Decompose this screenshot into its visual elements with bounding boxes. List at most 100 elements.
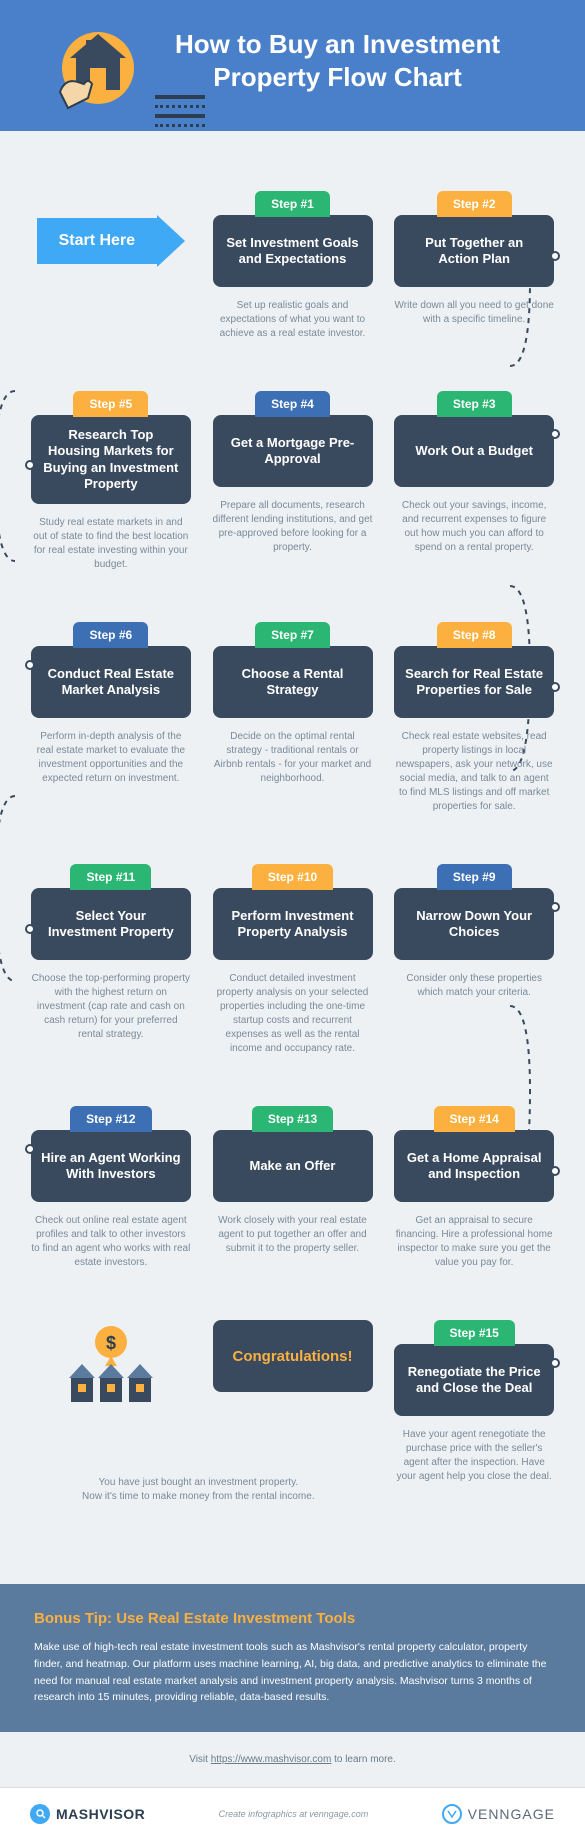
step-card: Perform Investment Property Analysis bbox=[213, 888, 373, 960]
step-tab: Step #9 bbox=[437, 864, 512, 890]
step-title: Conduct Real Estate Market Analysis bbox=[41, 666, 181, 699]
houses-dollar-icon: $ bbox=[61, 1320, 161, 1410]
header: How to Buy an Investment Property Flow C… bbox=[0, 0, 585, 131]
step-tab: Step #3 bbox=[437, 391, 512, 417]
step-7: Step #7 Choose a Rental Strategy Decide … bbox=[212, 622, 374, 814]
step-title: Search for Real Estate Properties for Sa… bbox=[404, 666, 544, 699]
step-card: Set Investment Goals and Expectations bbox=[213, 215, 373, 287]
step-desc: Check real estate websites, read propert… bbox=[394, 730, 554, 814]
step-title: Renegotiate the Price and Close the Deal bbox=[404, 1364, 544, 1397]
visit-link[interactable]: https://www.mashvisor.com bbox=[211, 1754, 332, 1765]
step-1: Step #1 Set Investment Goals and Expecta… bbox=[212, 191, 374, 341]
congrats-card: Congratulations! bbox=[213, 1320, 373, 1392]
step-14: Step #14 Get a Home Appraisal and Inspec… bbox=[393, 1106, 555, 1270]
step-title: Get a Home Appraisal and Inspection bbox=[404, 1150, 544, 1183]
congrats-desc: You have just bought an investment prope… bbox=[30, 1476, 367, 1504]
step-13: Step #13 Make an Offer Work closely with… bbox=[212, 1106, 374, 1270]
header-decor-bars bbox=[155, 95, 205, 127]
row-1: Start Here Step #1 Set Investment Goals … bbox=[30, 191, 555, 341]
step-desc: Check out your savings, income, and recu… bbox=[394, 499, 554, 555]
step-card: Renegotiate the Price and Close the Deal bbox=[394, 1344, 554, 1416]
step-desc: Work closely with your real estate agent… bbox=[213, 1214, 373, 1256]
step-desc: Get an appraisal to secure financing. Hi… bbox=[394, 1214, 554, 1270]
brand-right-label: VENNGAGE bbox=[468, 1806, 555, 1822]
step-desc: Perform in-depth analysis of the real es… bbox=[31, 730, 191, 786]
step-card: Make an Offer bbox=[213, 1130, 373, 1202]
footer: MASHVISOR Create infographics at venngag… bbox=[0, 1787, 585, 1840]
step-desc: Check out online real estate agent profi… bbox=[31, 1214, 191, 1270]
step-11: Step #11 Select Your Investment Property… bbox=[30, 864, 192, 1056]
page: How to Buy an Investment Property Flow C… bbox=[0, 0, 585, 1840]
congrats-cell: Congratulations! bbox=[212, 1320, 374, 1484]
brand-venngage: VENNGAGE bbox=[442, 1804, 555, 1824]
step-tab: Step #15 bbox=[434, 1320, 515, 1346]
step-card: Choose a Rental Strategy bbox=[213, 646, 373, 718]
row-congrats-desc: You have just bought an investment prope… bbox=[30, 1464, 555, 1504]
step-title: Work Out a Budget bbox=[415, 443, 532, 459]
row-2: Step #5 Research Top Housing Markets for… bbox=[30, 391, 555, 572]
step-10: Step #10 Perform Investment Property Ana… bbox=[212, 864, 374, 1056]
step-2: Step #2 Put Together an Action Plan Writ… bbox=[393, 191, 555, 341]
step-tab: Step #5 bbox=[73, 391, 148, 417]
brand-left-label: MASHVISOR bbox=[56, 1806, 145, 1822]
row-3: Step #6 Conduct Real Estate Market Analy… bbox=[30, 622, 555, 814]
step-tab: Step #2 bbox=[437, 191, 512, 217]
step-card: Hire an Agent Working With Investors bbox=[31, 1130, 191, 1202]
step-title: Research Top Housing Markets for Buying … bbox=[41, 427, 181, 492]
step-desc: Prepare all documents, research differen… bbox=[213, 499, 373, 555]
step-tab: Step #13 bbox=[252, 1106, 333, 1132]
step-card: Conduct Real Estate Market Analysis bbox=[31, 646, 191, 718]
step-card: Research Top Housing Markets for Buying … bbox=[31, 415, 191, 504]
step-card: Put Together an Action Plan bbox=[394, 215, 554, 287]
step-tab: Step #10 bbox=[252, 864, 333, 890]
step-tab: Step #7 bbox=[255, 622, 330, 648]
svg-text:$: $ bbox=[106, 1333, 116, 1353]
flow-content: .dash{stroke:#3a4a5e;stroke-width:2;stro… bbox=[0, 131, 585, 1564]
step-tab: Step #6 bbox=[73, 622, 148, 648]
page-title: How to Buy an Investment Property Flow C… bbox=[120, 28, 555, 93]
step-title: Put Together an Action Plan bbox=[404, 235, 544, 268]
mashvisor-logo-icon bbox=[30, 1804, 50, 1824]
congrats-icon-cell: $ bbox=[30, 1320, 192, 1484]
step-card: Get a Home Appraisal and Inspection bbox=[394, 1130, 554, 1202]
step-5: Step #5 Research Top Housing Markets for… bbox=[30, 391, 192, 572]
brand-mashvisor: MASHVISOR bbox=[30, 1804, 145, 1824]
visit-suffix: to learn more. bbox=[331, 1754, 395, 1765]
step-tab: Step #1 bbox=[255, 191, 330, 217]
step-card: Get a Mortgage Pre-Approval bbox=[213, 415, 373, 487]
step-8: Step #8 Search for Real Estate Propertie… bbox=[393, 622, 555, 814]
start-arrow: Start Here bbox=[37, 191, 185, 291]
step-desc: Write down all you need to get done with… bbox=[394, 299, 554, 327]
start-cell: Start Here bbox=[30, 191, 192, 341]
step-tab: Step #12 bbox=[70, 1106, 151, 1132]
row-6: $ Congratulations! Step #15 bbox=[30, 1320, 555, 1484]
step-card: Work Out a Budget bbox=[394, 415, 554, 487]
step-title: Narrow Down Your Choices bbox=[404, 908, 544, 941]
visit-prefix: Visit bbox=[189, 1754, 211, 1765]
footer-create-text: Create infographics at venngage.com bbox=[219, 1809, 369, 1819]
step-title: Hire an Agent Working With Investors bbox=[41, 1150, 181, 1183]
step-title: Select Your Investment Property bbox=[41, 908, 181, 941]
step-card: Select Your Investment Property bbox=[31, 888, 191, 960]
step-desc: Decide on the optimal rental strategy - … bbox=[213, 730, 373, 786]
step-desc: Choose the top-performing property with … bbox=[31, 972, 191, 1042]
step-desc: Consider only these properties which mat… bbox=[394, 972, 554, 1000]
row-4: Step #11 Select Your Investment Property… bbox=[30, 864, 555, 1056]
step-9: Step #9 Narrow Down Your Choices Conside… bbox=[393, 864, 555, 1056]
step-tab: Step #8 bbox=[437, 622, 512, 648]
arrow-right-icon bbox=[157, 215, 185, 267]
step-12: Step #12 Hire an Agent Working With Inve… bbox=[30, 1106, 192, 1270]
row-5: Step #12 Hire an Agent Working With Inve… bbox=[30, 1106, 555, 1270]
step-desc: Study real estate markets in and out of … bbox=[31, 516, 191, 572]
step-desc: Conduct detailed investment property ana… bbox=[213, 972, 373, 1056]
start-label: Start Here bbox=[37, 218, 157, 264]
step-6: Step #6 Conduct Real Estate Market Analy… bbox=[30, 622, 192, 814]
step-tab: Step #14 bbox=[434, 1106, 515, 1132]
bonus-text: Make use of high-tech real estate invest… bbox=[34, 1639, 551, 1706]
step-tab: Step #11 bbox=[70, 864, 151, 890]
step-card: Search for Real Estate Properties for Sa… bbox=[394, 646, 554, 718]
house-hand-icon bbox=[30, 20, 140, 125]
visit-line: Visit https://www.mashvisor.com to learn… bbox=[0, 1732, 585, 1787]
step-4: Step #4 Get a Mortgage Pre-Approval Prep… bbox=[212, 391, 374, 572]
venngage-logo-icon bbox=[442, 1804, 462, 1824]
